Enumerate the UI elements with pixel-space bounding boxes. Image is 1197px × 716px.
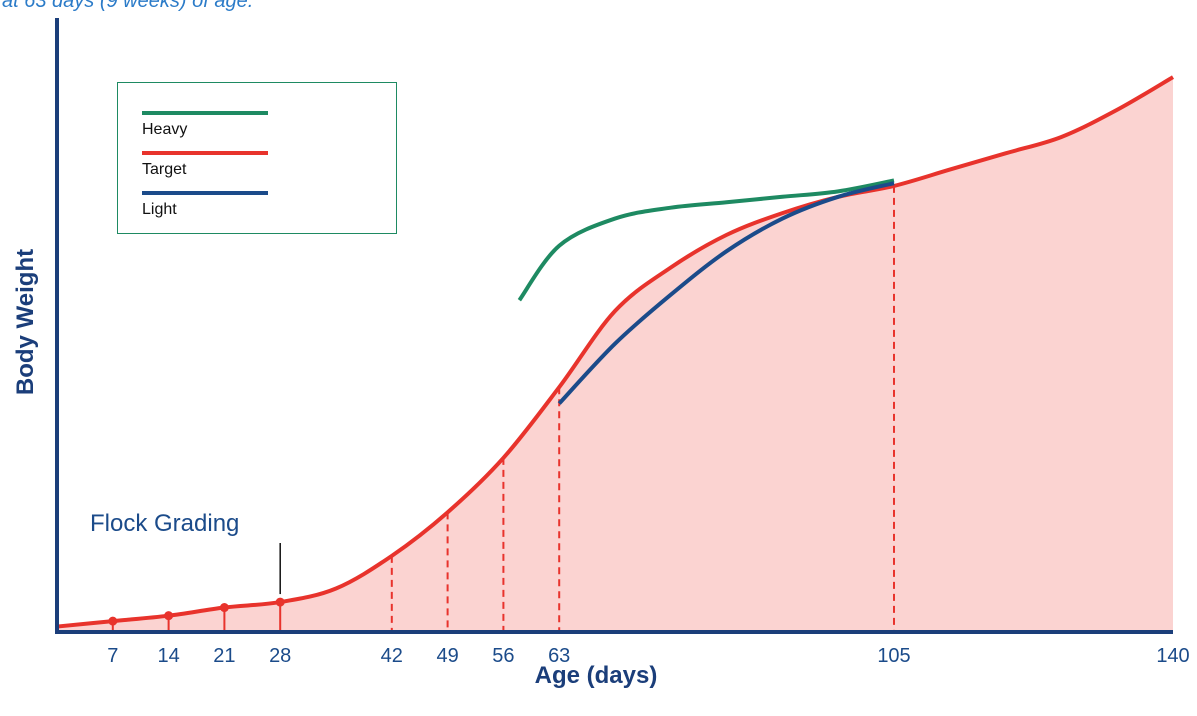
- marker-14: [164, 611, 174, 621]
- series-line-target: [56, 75, 1175, 629]
- marker-28: [275, 597, 285, 607]
- x-tick-label-105: 105: [877, 645, 910, 667]
- x-tick-label-28: 28: [269, 645, 291, 667]
- x-tick-label-56: 56: [492, 645, 514, 667]
- x-tick-label-42: 42: [381, 645, 403, 667]
- legend: Heavy Target Light: [117, 82, 397, 234]
- x-axis-label: Age (days): [534, 662, 658, 689]
- x-tick-label-63: 63: [548, 645, 570, 667]
- x-tick-label-49: 49: [436, 645, 458, 667]
- marker-21: [219, 603, 229, 613]
- marker-7: [108, 616, 118, 626]
- legend-label-target: Target: [142, 161, 187, 178]
- legend-swatch-light: [142, 191, 268, 195]
- legend-label-light: Light: [142, 201, 177, 218]
- x-tick-label-21: 21: [213, 645, 235, 667]
- x-tick-label-7: 7: [107, 645, 118, 667]
- x-tick-label-140: 140: [1156, 645, 1189, 667]
- legend-swatch-target: [142, 151, 268, 155]
- legend-swatch-heavy: [142, 111, 268, 115]
- series-line-light: [557, 181, 895, 405]
- header-note: at 63 days (9 weeks) of age.: [2, 0, 254, 12]
- series-line-heavy: [517, 178, 895, 302]
- x-tick-label-14: 14: [157, 645, 179, 667]
- annotation-flock-grading: Flock Grading: [90, 510, 240, 537]
- legend-label-heavy: Heavy: [142, 121, 188, 138]
- y-axis-label: Body Weight: [12, 248, 39, 396]
